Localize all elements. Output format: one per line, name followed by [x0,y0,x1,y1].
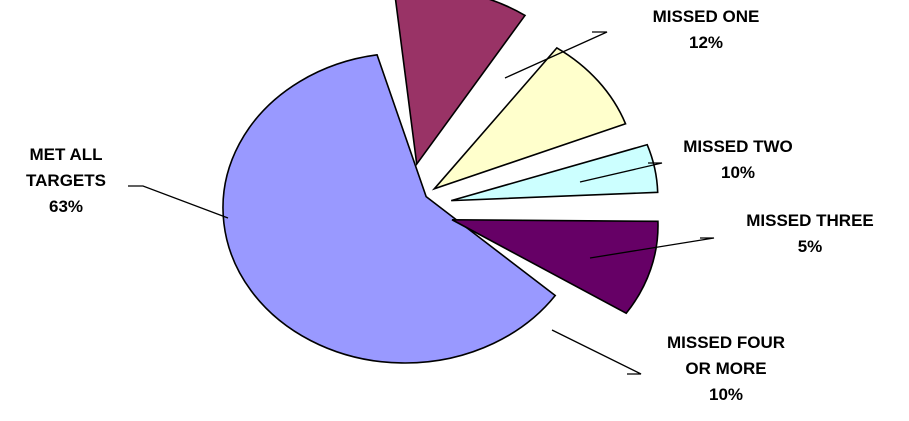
slice-label-3: MISSED THREE 5% [746,211,874,256]
slice-name-text: MISSED TWO [683,137,793,156]
slice-percent-text: 63% [49,197,83,216]
slice-label-0: MET ALL TARGETS 63% [26,145,106,216]
leader-line-4 [551,329,642,375]
leader-line-2 [579,162,663,183]
slice-percent-text: 10% [721,163,755,182]
slice-name-text: MISSED THREE [746,211,874,230]
slice-percent-text: 10% [709,385,743,404]
pie-slice-3 [450,143,659,202]
slice-name-text: OR MORE [685,359,766,378]
leader-line-0 [128,185,229,219]
pie-slice-1 [394,0,527,167]
slice-label-1: MISSED ONE 12% [653,7,760,52]
slice-name-text: MISSED FOUR [667,333,785,352]
pie-slice-2 [431,46,627,191]
pie-slice-4 [451,218,659,315]
slice-label-2: MISSED TWO 10% [683,137,793,182]
slice-name-text: TARGETS [26,171,106,190]
leader-line-1 [504,31,608,79]
leader-line-3 [589,237,715,259]
pie-slice-0 [222,53,557,364]
slice-name-text: MISSED ONE [653,7,760,26]
slice-label-4: MISSED FOUR OR MORE 10% [667,333,785,404]
slice-name-text: MET ALL [29,145,102,164]
slice-percent-text: 5% [798,237,823,256]
slice-percent-text: 12% [689,33,723,52]
